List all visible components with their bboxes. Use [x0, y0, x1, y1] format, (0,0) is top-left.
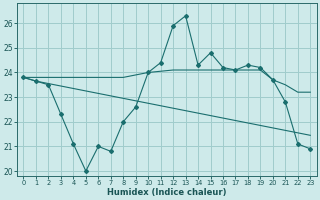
- X-axis label: Humidex (Indice chaleur): Humidex (Indice chaleur): [107, 188, 227, 197]
